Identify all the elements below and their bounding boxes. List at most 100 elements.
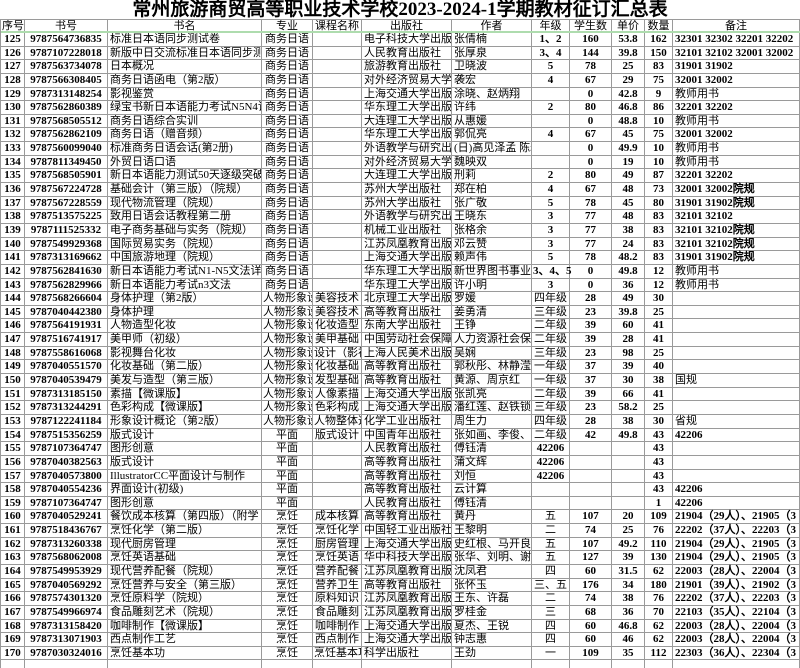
cell-index[interactable] <box>1 660 25 668</box>
cell-grade[interactable]: 42206 <box>532 469 570 483</box>
cell-book-title[interactable]: 美发与造型（第三版） <box>108 374 262 387</box>
cell-author[interactable]: 郭秋彤、林静滢 <box>454 360 532 374</box>
cell-index[interactable]: 127 <box>1 60 25 73</box>
cell-grade[interactable]: 二年级 <box>532 428 570 442</box>
cell-book-title[interactable]: 标准商务日语会话(第2册) <box>108 142 262 155</box>
cell-index[interactable]: 160 <box>1 510 25 524</box>
cell-unit-price[interactable]: 39 <box>612 360 645 374</box>
cell-student-count[interactable] <box>570 442 612 455</box>
cell-major[interactable]: 商务日语 <box>262 114 313 128</box>
cell-isbn[interactable]: 9787111525332 <box>25 223 108 237</box>
cell-unit-price[interactable]: 49 <box>612 292 645 305</box>
cell-book-title[interactable]: IllustratorCC平面设计与制作 <box>108 469 262 483</box>
cell-publisher[interactable]: 华东理工大学出版社 <box>364 278 452 292</box>
cell-author[interactable]: 王铮 <box>452 319 532 333</box>
cell-unit-price[interactable]: 66 <box>612 387 645 401</box>
cell-index[interactable]: 169 <box>1 633 25 646</box>
cell-index[interactable]: 146 <box>1 319 25 333</box>
cell-major[interactable]: 商务日语 <box>262 73 313 87</box>
cell-book-title[interactable]: 色彩构成【微课版】 <box>108 401 262 414</box>
cell-author[interactable]: 蒲文辉 <box>452 455 532 469</box>
cell-grade[interactable] <box>532 87 570 101</box>
cell-unit-price[interactable] <box>612 660 645 668</box>
cell-book-title[interactable]: 版式设计 <box>108 455 262 469</box>
cell-isbn[interactable]: 9787549966974 <box>25 605 108 619</box>
cell-index[interactable]: 130 <box>1 101 25 114</box>
cell-student-count[interactable] <box>570 660 612 668</box>
cell-publisher[interactable]: 苏州大学出版社 <box>362 196 452 210</box>
cell-index[interactable]: 136 <box>1 183 25 196</box>
cell-publisher[interactable]: 高等教育出版社 <box>362 469 452 483</box>
cell-remarks[interactable]: 31901 31902院规 <box>673 251 800 264</box>
cell-major[interactable]: 商务日语 <box>262 196 313 210</box>
cell-remarks[interactable]: 22003（28人）、22004（3 <box>673 633 800 646</box>
cell-remarks[interactable]: 32101 32102院规 <box>673 223 800 237</box>
cell-unit-price[interactable]: 25 <box>612 524 645 537</box>
cell-course-name[interactable]: 人像素描 <box>313 387 362 401</box>
cell-quantity[interactable]: 10 <box>645 155 673 169</box>
cell-major[interactable]: 烹饪 <box>262 524 313 537</box>
cell-grade[interactable]: 5 <box>532 196 570 210</box>
cell-grade[interactable]: 4 <box>532 128 570 142</box>
cell-quantity[interactable]: 83 <box>645 60 673 73</box>
cell-student-count[interactable]: 67 <box>570 128 612 142</box>
cell-course-name[interactable] <box>313 128 362 142</box>
cell-course-name[interactable]: 营养卫生 <box>313 578 362 592</box>
cell-grade[interactable]: 三年级 <box>532 346 570 360</box>
cell-book-title[interactable]: 食品雕刻艺术（院规） <box>108 605 262 619</box>
cell-course-name[interactable] <box>313 442 362 455</box>
cell-publisher[interactable]: 上海交通大学出版社 <box>364 401 452 414</box>
cell-course-name[interactable] <box>313 33 362 46</box>
cell-unit-price[interactable] <box>612 442 645 455</box>
cell-publisher[interactable]: 上海交通大学出版社 <box>364 633 452 646</box>
cell-index[interactable]: 145 <box>1 305 25 319</box>
cell-book-title[interactable]: 素描【微课版】 <box>108 387 262 401</box>
cell-unit-price[interactable]: 24 <box>612 237 645 251</box>
cell-isbn[interactable]: 9787568505901 <box>25 169 108 183</box>
cell-unit-price[interactable]: 20 <box>612 510 645 524</box>
cell-index[interactable]: 165 <box>1 578 25 592</box>
cell-unit-price[interactable]: 31.5 <box>612 564 645 578</box>
cell-unit-price[interactable]: 39 <box>612 551 645 564</box>
cell-isbn[interactable]: 9787562860389 <box>25 101 108 114</box>
cell-quantity[interactable]: 130 <box>645 551 673 564</box>
cell-student-count[interactable]: 0 <box>570 264 612 278</box>
header-isbn[interactable]: 书号 <box>25 20 108 31</box>
cell-book-title[interactable]: 商务日语函电（第2版） <box>108 73 262 87</box>
cell-grade[interactable]: 二年级 <box>532 319 570 333</box>
cell-major[interactable]: 平面 <box>262 455 313 469</box>
cell-author[interactable]: 邓云赞 <box>452 237 532 251</box>
cell-book-title[interactable]: 餐饮成本核算（第四版）（附学 <box>108 510 262 524</box>
cell-publisher[interactable]: 苏州大学出版社 <box>362 183 452 196</box>
cell-author[interactable]: 傅钰清 <box>452 442 532 455</box>
cell-student-count[interactable]: 107 <box>570 510 612 524</box>
cell-course-name[interactable] <box>313 237 362 251</box>
cell-remarks[interactable]: 42206 <box>673 496 800 510</box>
cell-author[interactable]: 郭侃亮 <box>452 128 532 142</box>
cell-grade[interactable]: 3 <box>532 278 570 292</box>
cell-unit-price[interactable]: 36 <box>612 278 645 292</box>
cell-publisher[interactable]: 化学工业出版社 <box>362 414 452 428</box>
cell-quantity[interactable]: 38 <box>645 374 673 387</box>
cell-unit-price[interactable]: 29 <box>612 73 645 87</box>
cell-publisher[interactable]: 电子科技大学出版社 <box>364 33 452 46</box>
cell-author[interactable]: 许纬 <box>452 101 532 114</box>
cell-book-title[interactable]: 烹饪基本功 <box>108 646 262 660</box>
cell-book-title[interactable]: 国际贸易实务（院规） <box>108 237 262 251</box>
cell-isbn[interactable]: 9787107364747 <box>25 496 108 510</box>
cell-remarks[interactable] <box>673 305 800 319</box>
cell-quantity[interactable]: 83 <box>645 237 673 251</box>
cell-index[interactable]: 168 <box>1 619 25 633</box>
cell-remarks[interactable]: 22303（36人）、22304（3 <box>673 646 800 660</box>
cell-major[interactable]: 商务日语 <box>262 33 313 46</box>
cell-grade[interactable] <box>532 155 570 169</box>
cell-author[interactable]: 张广敬 <box>452 196 532 210</box>
cell-author[interactable]: 吴娴 <box>452 346 532 360</box>
cell-isbn[interactable]: 9787567224728 <box>25 183 108 196</box>
cell-quantity[interactable]: 76 <box>645 524 673 537</box>
cell-book-title[interactable]: 绿宝书新日本语能力考试N5N4词 <box>110 101 262 114</box>
cell-book-title[interactable]: 现代厨房管理 <box>108 537 262 551</box>
cell-major[interactable]: 平面 <box>262 496 313 510</box>
cell-major[interactable]: 平面 <box>262 442 313 455</box>
